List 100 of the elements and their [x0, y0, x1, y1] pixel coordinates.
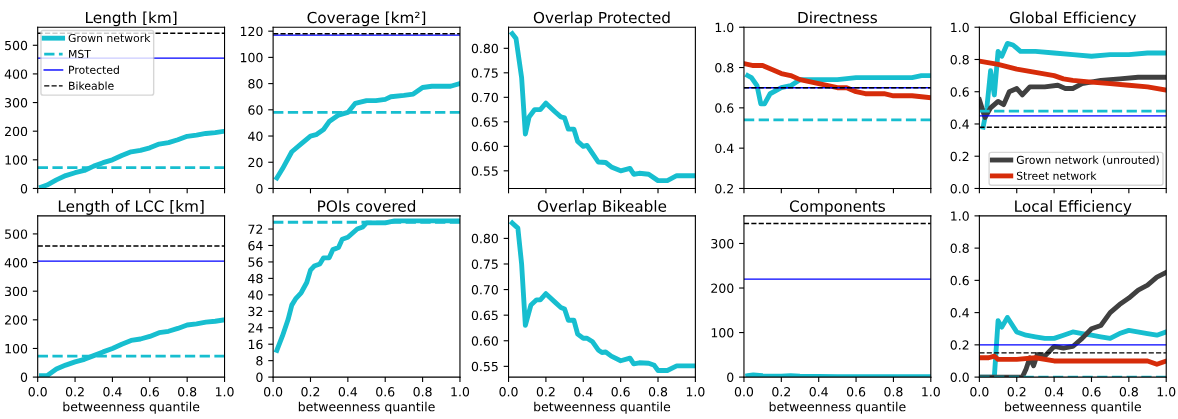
chart-title: Overlap Protected	[533, 11, 670, 27]
legend-label: Street network	[1016, 171, 1097, 180]
x-tick-label: 0.2	[301, 387, 320, 397]
y-tick-label: 0.80	[471, 43, 498, 54]
y-tick-label: 0.6	[715, 103, 734, 113]
y-tick-label: 120	[240, 26, 263, 37]
x-tick-label: 1.0	[922, 387, 940, 397]
x-tick-label: 0.2	[772, 387, 791, 397]
y-tick-label: 0.60	[471, 141, 498, 152]
y-tick-label: 0	[256, 183, 263, 194]
y-tick-label: 56	[248, 257, 263, 267]
x-axis-title: betweenness quantile	[1005, 401, 1141, 414]
y-tick-label: 0	[20, 183, 28, 194]
chart-title: Length [km]	[86, 11, 177, 27]
y-tick-label: 0.4	[715, 143, 734, 154]
x-tick-label: 0.8	[413, 387, 432, 397]
legend-label: Grown network (unrouted)	[1016, 155, 1159, 166]
x-tick-label: 0.6	[140, 387, 159, 397]
y-tick-label: 0.65	[471, 310, 498, 321]
chart-title: POIs covered	[318, 200, 416, 212]
y-tick-label: 0.0	[950, 372, 969, 383]
x-tick-label: 0.2	[536, 387, 555, 397]
y-tick-label: 72	[248, 224, 263, 234]
y-tick-label: 300	[5, 286, 28, 297]
x-axis-title: betweenness quantile	[63, 401, 200, 414]
x-tick-label: 0.6	[611, 387, 630, 397]
y-tick-label: 100	[240, 52, 263, 63]
legend-label: Grown network	[68, 33, 151, 43]
x-tick-label: 0.8	[884, 387, 903, 397]
y-tick-label: 0.8	[950, 54, 969, 65]
y-tick-label: 20	[248, 157, 263, 168]
y-tick-label: 0.55	[471, 361, 498, 372]
y-tick-label: 0.60	[471, 336, 498, 346]
y-tick-label: 0.4	[950, 119, 969, 129]
y-tick-label: 40	[248, 131, 263, 141]
x-tick-label: 0.4	[809, 387, 828, 397]
x-tick-label: 0.4	[574, 387, 593, 397]
chart-title: Length of LCC [km]	[58, 200, 204, 215]
x-tick-label: 0.8	[1119, 387, 1138, 397]
y-tick-label: 500	[5, 40, 28, 51]
x-tick-label: 1.0	[451, 387, 470, 397]
y-tick-label: 0.70	[471, 285, 498, 295]
x-tick-label: 0.0	[499, 387, 518, 397]
x-tick-label: 0.2	[65, 387, 84, 397]
x-tick-label: 0.4	[338, 387, 358, 397]
y-tick-label: 0.75	[471, 259, 498, 269]
y-tick-label: 1.0	[715, 22, 734, 33]
y-tick-label: 0.80	[471, 233, 498, 244]
y-tick-label: 300	[5, 98, 28, 108]
y-tick-label: 100	[711, 328, 734, 338]
y-tick-label: 0.6	[950, 275, 969, 286]
x-tick-label: 1.0	[686, 387, 705, 397]
x-axis-title: betweenness quantile	[298, 401, 435, 414]
y-tick-label: 0.2	[950, 151, 969, 162]
y-tick-label: 0.70	[471, 92, 498, 103]
y-tick-label: 24	[248, 323, 263, 333]
y-tick-label: 1.0	[951, 22, 969, 33]
x-tick-label: 0.6	[846, 387, 866, 397]
y-tick-label: 0	[727, 372, 734, 383]
y-tick-label: 200	[711, 283, 734, 293]
x-tick-label: 0.0	[264, 387, 283, 397]
y-tick-label: 100	[5, 155, 28, 165]
x-tick-label: 0.4	[103, 387, 122, 397]
y-tick-label: 32	[248, 306, 263, 317]
chart-title: Overlap Bikeable	[537, 200, 667, 215]
x-tick-label: 0.0	[970, 387, 989, 397]
y-tick-label: 8	[256, 356, 263, 366]
x-tick-label: 0.6	[376, 387, 395, 397]
chart-title: Local Efficiency	[1015, 200, 1132, 215]
legend-label: MST	[69, 49, 91, 59]
x-axis-title: betweenness quantile	[534, 401, 671, 414]
y-tick-label: 200	[5, 126, 28, 137]
x-tick-label: 0.8	[178, 387, 197, 397]
y-tick-label: 0	[20, 372, 28, 383]
x-tick-label: 0.0	[734, 387, 754, 397]
y-tick-label: 60	[248, 105, 263, 115]
y-tick-label: 0.2	[950, 340, 969, 350]
chart-title: Components	[789, 200, 885, 215]
y-tick-label: 0.55	[471, 166, 498, 176]
y-tick-label: 40	[248, 290, 263, 300]
y-tick-label: 48	[248, 273, 263, 284]
chart-title: Coverage [km²]	[307, 11, 426, 27]
chart-title: Directness	[798, 11, 877, 24]
x-tick-label: 1.0	[215, 387, 234, 397]
y-tick-label: 80	[248, 79, 263, 89]
y-tick-label: 400	[4, 258, 28, 268]
x-tick-label: 0.4	[1045, 387, 1064, 397]
y-tick-label: 1.0	[951, 211, 969, 221]
y-tick-label: 0.8	[950, 243, 969, 254]
x-tick-label: 0.0	[28, 387, 47, 397]
legend-label: Bikeable	[69, 81, 114, 90]
y-tick-label: 0.75	[471, 68, 498, 78]
y-tick-label: 16	[248, 339, 263, 350]
x-tick-label: 1.0	[1157, 387, 1176, 397]
y-tick-label: 100	[5, 343, 28, 354]
y-tick-label: 400	[4, 69, 28, 79]
y-tick-label: 0.2	[715, 183, 733, 194]
x-tick-label: 0.6	[1082, 387, 1101, 397]
y-tick-label: 500	[5, 229, 28, 239]
y-tick-label: 0	[256, 372, 263, 383]
